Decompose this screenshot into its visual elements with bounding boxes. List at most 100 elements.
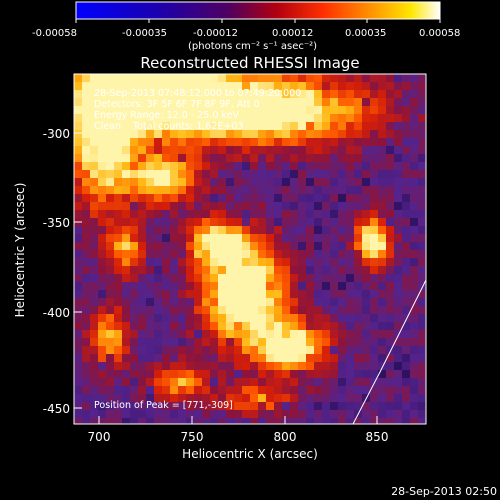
image-pixel [386, 82, 394, 90]
image-pixel [154, 370, 162, 378]
image-pixel [146, 178, 154, 186]
image-pixel [314, 386, 322, 394]
image-pixel [378, 290, 386, 298]
image-pixel [314, 146, 322, 154]
image-pixel [338, 346, 346, 354]
image-pixel [98, 330, 106, 338]
image-pixel [82, 186, 90, 194]
image-pixel [90, 346, 98, 354]
image-pixel [418, 74, 426, 82]
image-pixel [250, 90, 258, 98]
image-pixel [242, 98, 250, 106]
image-pixel [266, 322, 274, 330]
image-pixel [274, 298, 282, 306]
image-pixel [330, 90, 338, 98]
image-pixel [138, 154, 146, 162]
image-pixel [178, 242, 186, 250]
image-pixel [370, 418, 378, 424]
plot-frame [73, 73, 427, 425]
image-pixel [218, 378, 226, 386]
image-pixel [378, 146, 386, 154]
image-pixel [154, 354, 162, 362]
image-pixel [130, 418, 138, 424]
image-pixel [162, 394, 170, 402]
image-pixel [346, 354, 354, 362]
image-pixel [194, 298, 202, 306]
image-pixel [178, 122, 186, 130]
image-pixel [82, 250, 90, 258]
image-pixel [346, 178, 354, 186]
image-pixel [122, 362, 130, 370]
image-pixel [290, 90, 298, 98]
image-pixel [410, 258, 418, 266]
image-pixel [378, 346, 386, 354]
image-pixel [90, 258, 98, 266]
image-pixel [162, 362, 170, 370]
image-pixel [218, 290, 226, 298]
image-pixel [290, 298, 298, 306]
image-pixel [258, 186, 266, 194]
image-pixel [378, 354, 386, 362]
image-pixel [354, 290, 362, 298]
image-pixel [138, 298, 146, 306]
image-pixel [90, 306, 98, 314]
image-pixel [186, 114, 194, 122]
image-pixel [330, 386, 338, 394]
image-pixel [250, 298, 258, 306]
image-pixel [194, 98, 202, 106]
image-pixel [154, 98, 162, 106]
image-pixel [338, 98, 346, 106]
image-pixel [250, 106, 258, 114]
image-pixel [346, 218, 354, 226]
image-pixel [218, 418, 226, 424]
image-pixel [122, 90, 130, 98]
image-pixel [218, 266, 226, 274]
image-pixel [170, 402, 178, 410]
image-pixel [386, 226, 394, 234]
image-pixel [354, 234, 362, 242]
image-pixel [322, 170, 330, 178]
image-pixel [106, 346, 114, 354]
image-pixel [74, 346, 82, 354]
image-pixel [242, 354, 250, 362]
image-pixel [338, 234, 346, 242]
y-tick-label: -300 [43, 127, 70, 141]
image-pixel [242, 194, 250, 202]
image-pixel [370, 210, 378, 218]
image-pixel [298, 186, 306, 194]
image-pixel [178, 138, 186, 146]
image-pixel [74, 138, 82, 146]
image-pixel [218, 194, 226, 202]
image-pixel [90, 122, 98, 130]
image-pixel [362, 250, 370, 258]
image-pixel [210, 418, 218, 424]
image-pixel [322, 178, 330, 186]
image-pixel [314, 202, 322, 210]
x-axis: 700 750 800 850 Heliocentric X (arcsec) [88, 416, 388, 461]
image-pixel [370, 82, 378, 90]
image-pixel [186, 410, 194, 418]
image-pixel [354, 74, 362, 82]
image-pixel [386, 98, 394, 106]
image-pixel [178, 250, 186, 258]
image-pixel [178, 410, 186, 418]
info-line-detectors: Detectors: 3F 5F 6F 7F 8F 9F, Att 0 [94, 99, 260, 110]
image-pixel [394, 178, 402, 186]
image-pixel [226, 362, 234, 370]
image-pixel [370, 226, 378, 234]
image-pixel [194, 114, 202, 122]
image-pixel [74, 250, 82, 258]
image-pixel [226, 266, 234, 274]
image-pixel [122, 290, 130, 298]
image-pixel [306, 418, 314, 424]
image-pixel [258, 74, 266, 82]
image-pixel [298, 394, 306, 402]
image-pixel [338, 266, 346, 274]
image-pixel [202, 378, 210, 386]
image-pixel [370, 306, 378, 314]
image-pixel [378, 250, 386, 258]
image-pixel [330, 418, 338, 424]
image-pixel [410, 242, 418, 250]
image-pixel [314, 290, 322, 298]
image-pixel [242, 202, 250, 210]
